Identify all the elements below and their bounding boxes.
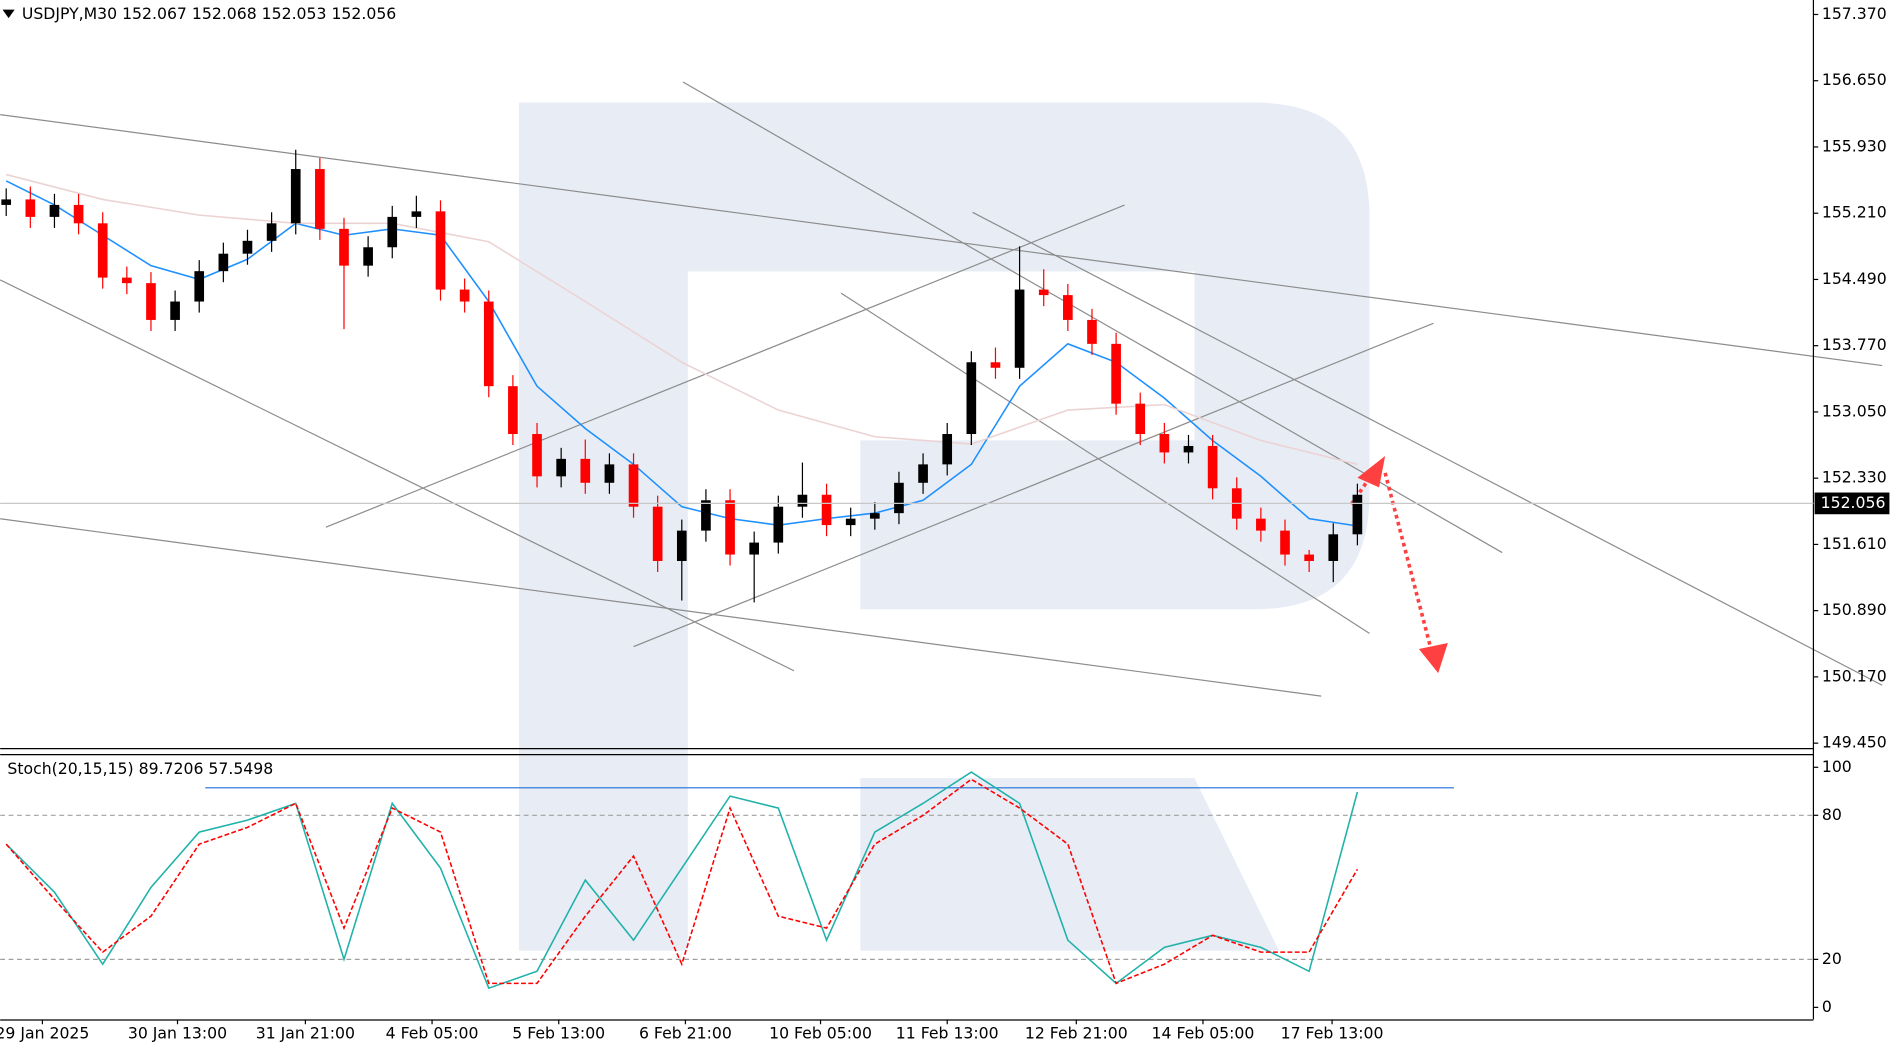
candle-body (1207, 445, 1218, 489)
frame (0, 0, 1815, 1021)
x-tick-label: 17 Feb 13:00 (1281, 1023, 1384, 1042)
candle-body (73, 204, 84, 224)
candle-body (1087, 319, 1097, 344)
candle-body (122, 277, 132, 284)
candle-body (1159, 434, 1170, 453)
y-tick-label: 156.650 (1822, 70, 1887, 89)
y-tick-label: 20 (1822, 949, 1842, 968)
candle-body (339, 228, 349, 266)
candle-body (676, 530, 687, 561)
candle-body (821, 494, 832, 526)
candle-body (97, 223, 108, 278)
y-tick-label: 155.210 (1822, 203, 1887, 222)
y-tick-label: 153.050 (1822, 401, 1887, 420)
candle-body (773, 506, 784, 543)
x-tick-label: 30 Jan 13:00 (128, 1023, 227, 1042)
y-tick-label: 149.450 (1822, 733, 1887, 752)
x-tick-label: 29 Jan 2025 (0, 1023, 89, 1042)
x-tick-label: 6 Feb 21:00 (639, 1023, 732, 1042)
indicator-line (6, 173, 1358, 466)
candle-body (49, 204, 60, 217)
candle-body (363, 247, 373, 266)
y-tick-label: 155.930 (1822, 136, 1887, 155)
candle-body (435, 211, 446, 290)
candle-body (1, 199, 12, 205)
candle-body (508, 386, 518, 435)
candle-body (1111, 343, 1121, 404)
candle-body (242, 240, 253, 254)
candle-body (869, 513, 880, 519)
chart-title: USDJPY,M30 152.067 152.068 152.053 152.0… (22, 4, 396, 23)
forecast-arrow (1349, 456, 1448, 674)
candle-body (918, 464, 928, 483)
candle-body (966, 362, 977, 435)
candle-body (1280, 530, 1290, 555)
y-tick-label: 153.770 (1822, 335, 1887, 354)
y-tick-label: 0 (1822, 997, 1832, 1016)
candle-body (1038, 289, 1049, 296)
candle-body (459, 289, 470, 302)
x-tick-label: 5 Feb 13:00 (512, 1023, 605, 1042)
y-tick-label: 100 (1822, 757, 1852, 776)
candle-body (1304, 554, 1314, 561)
candle-body (628, 464, 639, 507)
x-tick-label: 10 Feb 05:00 (769, 1023, 872, 1042)
candle-body (556, 458, 566, 477)
y-tick-label: 151.610 (1822, 534, 1887, 553)
candle-body (1063, 295, 1073, 320)
candle-body (532, 434, 542, 477)
x-tick-label: 12 Feb 21:00 (1025, 1023, 1128, 1042)
x-tick-label: 31 Jan 21:00 (256, 1023, 355, 1042)
candle-body (170, 301, 180, 320)
y-tick-label: 150.170 (1822, 666, 1887, 685)
candle-body (411, 211, 422, 217)
candle-body (845, 518, 856, 526)
candle-body (652, 506, 663, 561)
x-tick-label: 4 Feb 05:00 (386, 1023, 479, 1042)
candle-body (194, 271, 205, 302)
trendlines (0, 81, 1883, 697)
price-tag-label: 152.056 (1821, 493, 1886, 512)
candle-body (797, 494, 808, 507)
candle-body (894, 482, 904, 514)
watermark (518, 102, 1370, 951)
y-tick-label: 157.370 (1822, 4, 1887, 23)
candle-body (387, 216, 398, 248)
x-tick-label: 11 Feb 13:00 (896, 1023, 999, 1042)
candle-body (1135, 403, 1146, 435)
price-tag (1814, 492, 1890, 515)
collapse-icon (2, 9, 15, 19)
y-tick-label: 80 (1822, 805, 1842, 824)
y-tick-label: 150.890 (1822, 600, 1887, 619)
indicator-line (5, 778, 1359, 985)
candle-body (218, 253, 229, 272)
y-tick-label: 152.330 (1822, 468, 1887, 487)
candle-body (1328, 534, 1339, 561)
candle-body (1352, 494, 1363, 535)
x-tick-label: 14 Feb 05:00 (1152, 1023, 1255, 1042)
candle-body (315, 169, 325, 229)
candle-body (483, 301, 494, 387)
candle-body (701, 500, 711, 531)
candle-body (604, 464, 615, 483)
indicator-line (5, 180, 1358, 527)
candle-body (25, 199, 36, 217)
candle-body (1256, 518, 1266, 531)
candle-body (1183, 445, 1194, 453)
y-tick-label: 154.490 (1822, 269, 1887, 288)
indicator-title: Stoch(20,15,15) 89.7206 57.5498 (7, 759, 273, 778)
candle-body (942, 434, 953, 465)
candle-body (990, 362, 1001, 368)
candle-body (146, 283, 156, 320)
candle-body (725, 500, 735, 555)
indicator-line (5, 771, 1359, 990)
candle-body (290, 169, 301, 224)
candle-body (1014, 289, 1025, 368)
candle-body (266, 223, 277, 241)
candle-body (749, 542, 760, 555)
candle-body (580, 458, 591, 483)
